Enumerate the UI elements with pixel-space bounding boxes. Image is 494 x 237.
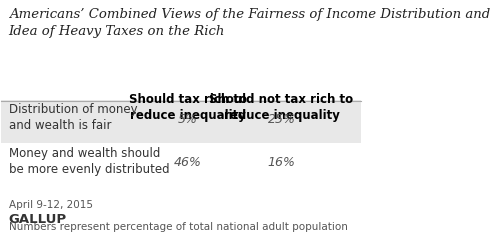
- Text: 16%: 16%: [268, 156, 295, 169]
- Text: Distribution of money
and wealth is fair: Distribution of money and wealth is fair: [8, 103, 137, 132]
- Text: Numbers represent percentage of total national adult population: Numbers represent percentage of total na…: [8, 222, 347, 232]
- Text: April 9-12, 2015: April 9-12, 2015: [8, 201, 92, 210]
- Text: Should tax rich to
reduce inequality: Should tax rich to reduce inequality: [129, 93, 247, 122]
- Text: Americans’ Combined Views of the Fairness of Income Distribution and the
Idea of: Americans’ Combined Views of the Fairnes…: [8, 9, 494, 38]
- Text: 5%: 5%: [178, 113, 198, 126]
- Text: GALLUP: GALLUP: [8, 213, 67, 226]
- Text: Money and wealth should
be more evenly distributed: Money and wealth should be more evenly d…: [8, 147, 169, 176]
- Text: 46%: 46%: [174, 156, 202, 169]
- Text: Should not tax rich to
reduce inequality: Should not tax rich to reduce inequality: [209, 93, 354, 122]
- FancyBboxPatch shape: [1, 143, 361, 187]
- FancyBboxPatch shape: [1, 100, 361, 143]
- Text: 25%: 25%: [268, 113, 295, 126]
